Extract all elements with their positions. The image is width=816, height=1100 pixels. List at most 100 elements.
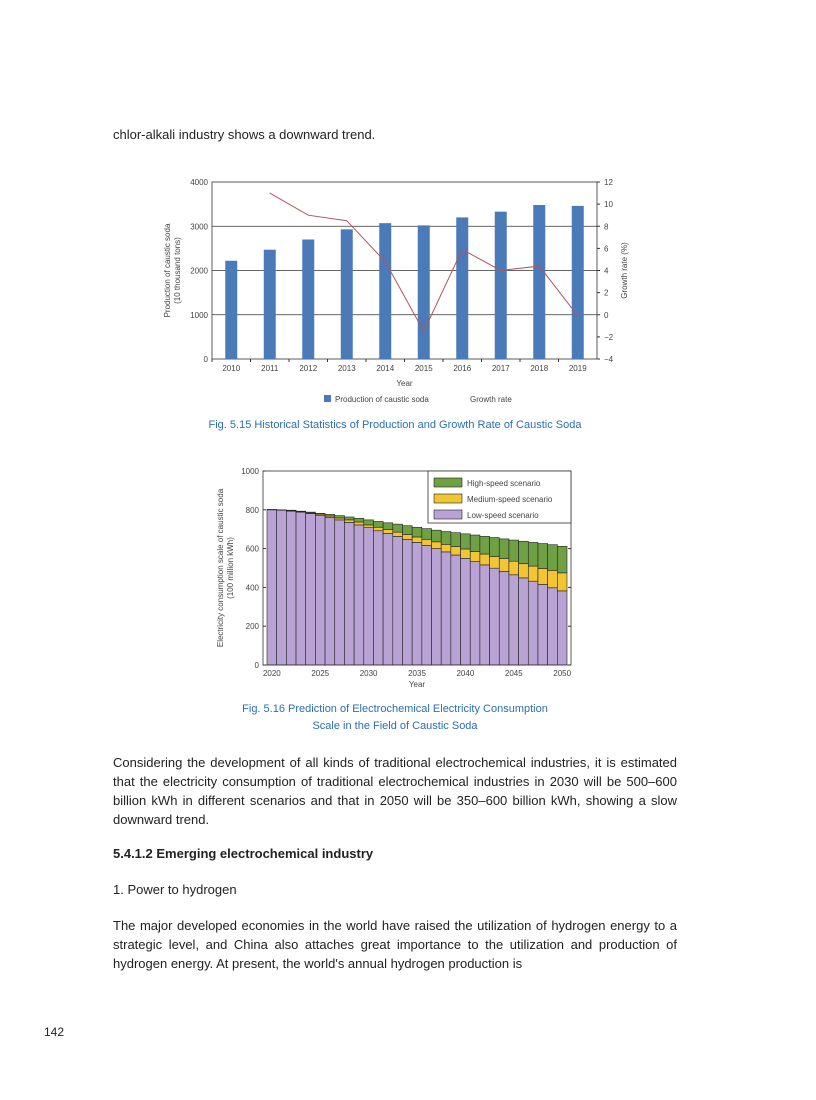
bar-low-2041 bbox=[469, 561, 481, 666]
bar-high-2045 bbox=[508, 539, 519, 562]
bar-medium-2035 bbox=[411, 536, 423, 543]
bar-2013 bbox=[340, 229, 353, 359]
legend-label: Production of caustic soda bbox=[335, 395, 429, 404]
bar-low-2038 bbox=[440, 551, 452, 666]
bar-medium-2040 bbox=[460, 548, 471, 559]
legend-swatch bbox=[433, 477, 463, 488]
bar-high-2038 bbox=[440, 531, 452, 545]
electricity-consumption-chart: 0 200 400 600 800 1000 2020 2025 2030 2035 2040 204… bbox=[216, 467, 572, 689]
y-tick-label: 0 bbox=[204, 355, 209, 364]
x-tick-label: 2015 bbox=[415, 364, 433, 373]
bar-low-2034 bbox=[402, 538, 413, 666]
bar-low-2033 bbox=[392, 536, 403, 666]
bar-medium-2043 bbox=[489, 556, 500, 569]
bar-medium-2039 bbox=[450, 546, 461, 556]
bar-medium-2038 bbox=[440, 544, 452, 553]
bar-medium-2042 bbox=[479, 553, 490, 566]
bar-high-2046 bbox=[518, 540, 529, 565]
bar-high-2031 bbox=[373, 521, 384, 528]
x-tick-label: 2040 bbox=[456, 669, 474, 678]
x-axis-label: Year bbox=[409, 680, 426, 689]
bar-low-2047 bbox=[527, 580, 539, 666]
x-tick-label: 2012 bbox=[299, 364, 317, 373]
x-tick-label: 2017 bbox=[492, 364, 510, 373]
bar-medium-2029 bbox=[353, 521, 365, 526]
x-tick-label: 2014 bbox=[376, 364, 394, 373]
bar-high-2033 bbox=[392, 523, 403, 533]
bar-low-2022 bbox=[286, 510, 297, 666]
y2-tick-label: 0 bbox=[604, 311, 609, 320]
y-axis-unit: (100 million kWh) bbox=[226, 537, 235, 599]
bar-medium-2041 bbox=[469, 551, 481, 562]
y-axis-unit: (10 thousand tons) bbox=[173, 237, 182, 304]
paragraph: Considering the development of all kinds… bbox=[113, 755, 677, 827]
y-tick-label: 1000 bbox=[190, 311, 208, 320]
bar-medium-2030 bbox=[363, 524, 374, 528]
intro-text: chlor-alkali industry shows a downward t… bbox=[113, 127, 376, 142]
bar-high-2030 bbox=[363, 519, 374, 526]
y-tick-label: 4000 bbox=[190, 178, 208, 187]
bar-2014 bbox=[379, 223, 392, 359]
bar-2015 bbox=[417, 225, 430, 359]
bar-high-2039 bbox=[450, 532, 461, 547]
x-tick-label: 2010 bbox=[222, 364, 240, 373]
legend-swatch bbox=[433, 493, 463, 504]
bar-high-2029 bbox=[353, 518, 365, 523]
growth-rate-line bbox=[269, 192, 579, 333]
bar-low-2049 bbox=[547, 587, 558, 666]
bar-2012 bbox=[302, 239, 315, 359]
bar-medium-2034 bbox=[402, 534, 413, 540]
bar-low-2026 bbox=[324, 517, 336, 666]
bar-medium-2049 bbox=[547, 570, 558, 589]
bar-low-2025 bbox=[315, 514, 326, 666]
figure-caption: Fig. 5.15 Historical Statistics of Produ… bbox=[208, 419, 582, 431]
plot-frame bbox=[262, 470, 572, 666]
page-number: 142 bbox=[44, 1025, 65, 1039]
subheading: 1. Power to hydrogen bbox=[113, 882, 237, 897]
x-tick-label: 2020 bbox=[263, 669, 281, 678]
x-tick-label: 2035 bbox=[408, 669, 426, 678]
bar-low-2032 bbox=[382, 533, 394, 666]
bar-medium-2048 bbox=[537, 568, 548, 585]
bar-low-2029 bbox=[353, 524, 365, 666]
bar-2011 bbox=[263, 249, 276, 359]
bar-high-2022 bbox=[286, 509, 297, 512]
figure-caption: Scale in the Field of Caustic Soda bbox=[312, 720, 478, 732]
bar-low-2042 bbox=[479, 564, 490, 666]
y-tick-label: 0 bbox=[255, 661, 260, 670]
y-tick-label: 1000 bbox=[241, 467, 259, 476]
bar-2016 bbox=[456, 217, 469, 359]
y2-tick-label: 8 bbox=[604, 222, 609, 231]
bar-high-2042 bbox=[479, 536, 490, 555]
bar-low-2021 bbox=[276, 509, 287, 666]
bar-high-2048 bbox=[537, 543, 548, 569]
x-tick-label: 2025 bbox=[311, 669, 329, 678]
bar-high-2026 bbox=[324, 514, 336, 517]
bar-high-2024 bbox=[305, 511, 316, 514]
bar-high-2043 bbox=[489, 537, 500, 557]
y-tick-label: 2000 bbox=[190, 267, 208, 276]
y2-tick-label: 6 bbox=[604, 244, 609, 253]
y2-tick-label: 4 bbox=[604, 267, 609, 276]
bar-high-2032 bbox=[382, 522, 394, 530]
bar-low-2027 bbox=[334, 519, 345, 666]
bar-medium-2047 bbox=[527, 565, 539, 582]
legend-label: Growth rate bbox=[470, 395, 512, 404]
x-tick-label: 2011 bbox=[261, 364, 279, 373]
bar-medium-2037 bbox=[431, 541, 442, 549]
x-tick-label: 2045 bbox=[505, 669, 523, 678]
x-axis-label: Year bbox=[396, 379, 413, 388]
legend-label: High-speed scenario bbox=[467, 479, 541, 488]
bar-low-2039 bbox=[450, 554, 461, 666]
bar-medium-2046 bbox=[518, 563, 529, 579]
bar-low-2045 bbox=[508, 574, 519, 666]
bar-low-2028 bbox=[344, 522, 355, 666]
bar-high-2047 bbox=[527, 542, 539, 567]
bar-high-2050 bbox=[557, 545, 568, 574]
bar-low-2037 bbox=[431, 548, 442, 666]
x-tick-label: 2016 bbox=[453, 364, 471, 373]
x-tick-label: 2018 bbox=[530, 364, 548, 373]
bar-2010 bbox=[225, 260, 238, 359]
legend-label: Medium-speed scenario bbox=[467, 495, 553, 504]
y2-tick-label: 10 bbox=[604, 200, 613, 209]
